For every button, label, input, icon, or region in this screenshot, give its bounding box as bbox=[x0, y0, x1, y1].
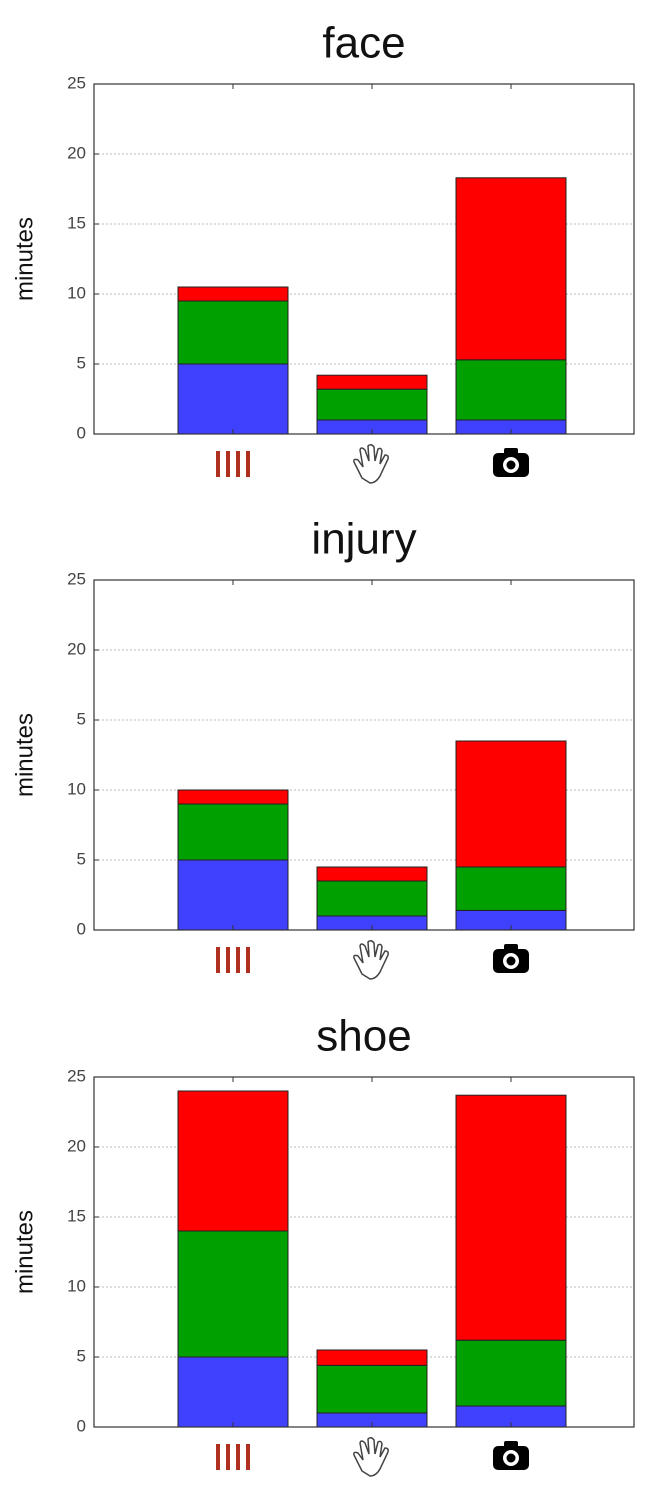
bar-segment bbox=[455, 1094, 567, 1341]
y-tick-label: 5 bbox=[77, 1346, 86, 1365]
bar-segment bbox=[455, 359, 567, 421]
bar-segment bbox=[316, 1349, 428, 1366]
camera-icon bbox=[504, 448, 518, 455]
y-tick-label: 5 bbox=[77, 849, 86, 868]
y-tick-label: 0 bbox=[77, 919, 86, 938]
bar-segment bbox=[455, 177, 567, 361]
y-tick-label: 5 bbox=[77, 353, 86, 372]
y-tick-label: 25 bbox=[67, 569, 86, 588]
bar-segment bbox=[177, 363, 289, 435]
y-tick-label: 25 bbox=[67, 73, 86, 92]
bar-segment bbox=[177, 789, 289, 805]
camera-icon bbox=[504, 944, 518, 951]
plot-border bbox=[93, 1076, 635, 1428]
bar-segment bbox=[316, 388, 428, 421]
chart-title: shoe bbox=[316, 1012, 411, 1061]
y-tick-label: 20 bbox=[67, 639, 86, 658]
plot-border bbox=[93, 83, 635, 435]
bar-segment bbox=[177, 1230, 289, 1358]
bar-segment bbox=[177, 859, 289, 931]
y-tick-label: 0 bbox=[77, 423, 86, 442]
camera-icon bbox=[506, 956, 516, 966]
chart: shoe minutes 0 5 10 15 20 25 bbox=[11, 1012, 635, 1477]
y-tick-label: 10 bbox=[67, 779, 86, 798]
y-axis-label: minutes bbox=[11, 217, 38, 301]
y-tick-label: 0 bbox=[77, 1416, 86, 1435]
y-axis-label: minutes bbox=[11, 713, 38, 797]
camera-icon bbox=[506, 1453, 516, 1463]
hand-icon bbox=[353, 939, 389, 980]
bar-segment bbox=[316, 374, 428, 390]
bar-segment bbox=[177, 286, 289, 302]
bar-segment bbox=[455, 866, 567, 911]
bar-segment bbox=[177, 1090, 289, 1232]
camera-icon bbox=[504, 1441, 518, 1448]
y-tick-label: 5 bbox=[77, 709, 86, 728]
chart: face minutes 0 5 10 15 20 25 bbox=[11, 19, 635, 484]
bar-segment bbox=[316, 866, 428, 882]
bar-segment bbox=[316, 880, 428, 917]
y-tick-label: 25 bbox=[67, 1066, 86, 1085]
y-tick-label: 10 bbox=[67, 1276, 86, 1295]
chart-title: face bbox=[322, 19, 405, 68]
y-axis-label: minutes bbox=[11, 1210, 38, 1294]
y-tick-label: 10 bbox=[67, 283, 86, 302]
hand-icon bbox=[353, 1436, 389, 1477]
camera-icon bbox=[506, 460, 516, 470]
y-tick-label: 20 bbox=[67, 143, 86, 162]
y-tick-label: 15 bbox=[67, 213, 86, 232]
bar-segment bbox=[177, 803, 289, 861]
bar-segment bbox=[177, 1356, 289, 1428]
bar-segment bbox=[455, 1339, 567, 1407]
plot-border bbox=[93, 579, 635, 931]
bar-segment bbox=[316, 1364, 428, 1414]
y-tick-label: 15 bbox=[67, 1206, 86, 1225]
bar-segment bbox=[455, 740, 567, 868]
hand-icon bbox=[353, 443, 389, 484]
chart: injury minutes 0 5 10 5 20 25 bbox=[11, 515, 635, 980]
y-tick-label: 20 bbox=[67, 1136, 86, 1155]
bar-segment bbox=[177, 300, 289, 365]
chart-title: injury bbox=[311, 515, 416, 564]
